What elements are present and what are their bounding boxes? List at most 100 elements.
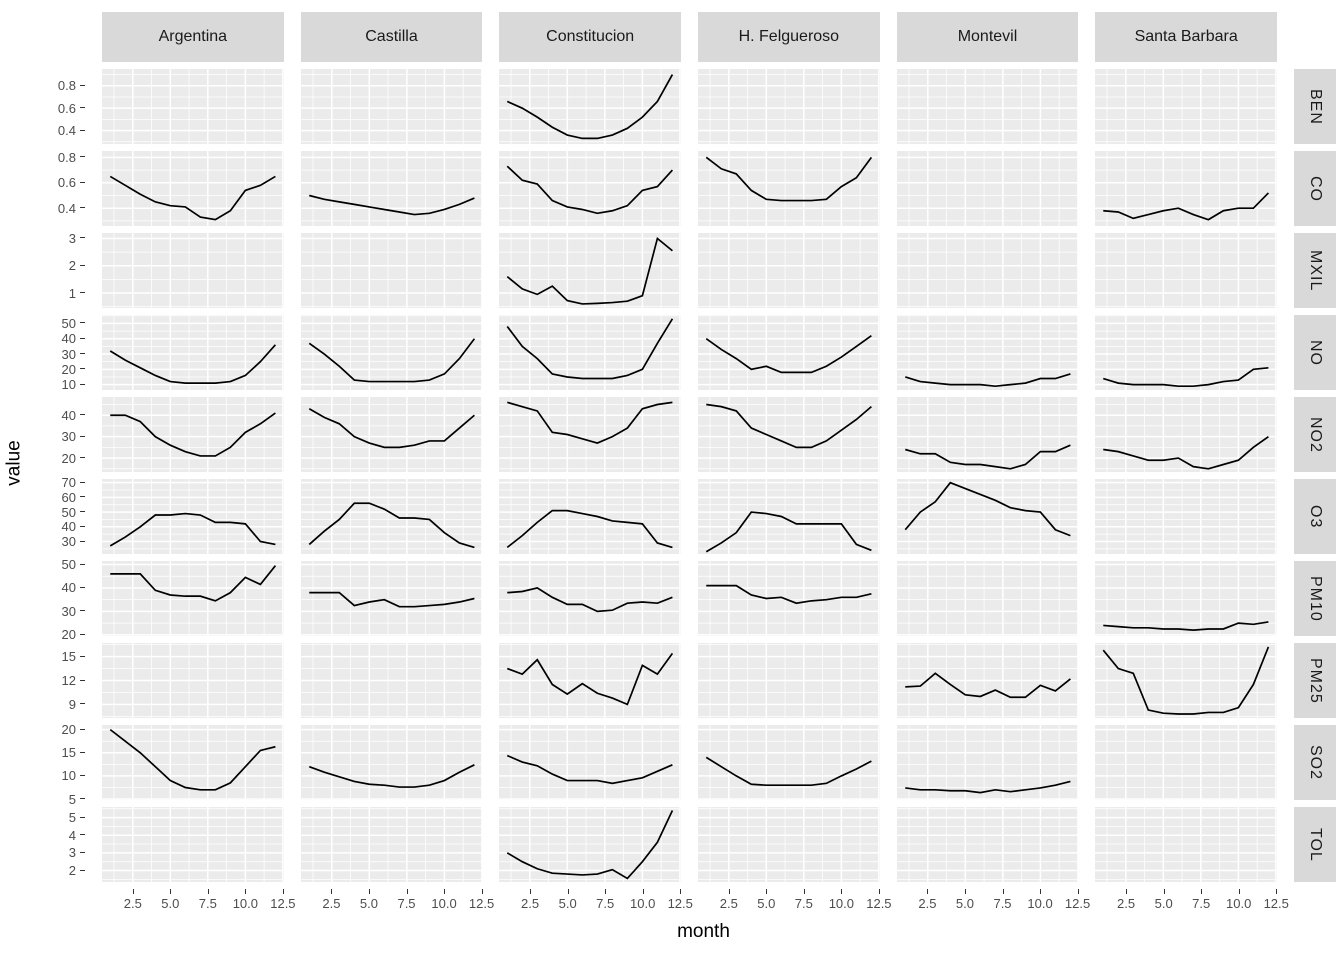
data-line xyxy=(508,811,673,879)
y-tick-mark xyxy=(80,353,85,355)
panel-so2-castilla xyxy=(300,725,483,800)
x-tick-label: 7.5 xyxy=(596,896,615,911)
x-tick-mark xyxy=(1126,889,1128,894)
y-tick-mark xyxy=(80,563,85,565)
panel-ben-montevil xyxy=(896,69,1079,144)
y-tick-label: 60 xyxy=(61,489,76,505)
x-tick-label: 2.5 xyxy=(918,896,937,911)
y-tick-label: 10 xyxy=(61,377,76,393)
y-tick-label: 2 xyxy=(68,258,76,274)
facet-col-strip-constitucion: Constitucion xyxy=(499,12,681,62)
x-tick-mark xyxy=(605,889,607,894)
y-tick-label: 0.4 xyxy=(57,123,76,139)
panel-ben-santa-barbara xyxy=(1095,69,1277,144)
panel-o3-constitucion xyxy=(499,479,681,554)
y-tick-mark xyxy=(80,851,85,853)
data-line xyxy=(706,157,871,200)
y-tick-label: 3 xyxy=(68,845,76,861)
panel-pm10-santa-barbara xyxy=(1095,561,1277,636)
x-tick-label: 10.0 xyxy=(232,896,259,911)
data-line xyxy=(905,673,1070,697)
panel-o3-h-felgueroso xyxy=(698,479,880,554)
panel-no2-montevil xyxy=(896,397,1079,472)
x-tick-label: 5.0 xyxy=(558,896,577,911)
data-line xyxy=(309,409,474,448)
panel-pm25-constitucion xyxy=(499,643,681,718)
x-axis-castilla: 2.5 5.0 7.5 10.0 12.5 xyxy=(301,889,494,913)
x-tick-label: 12.5 xyxy=(866,896,892,911)
y-tick-label: 0.8 xyxy=(57,78,76,94)
x-tick-mark xyxy=(1163,889,1165,894)
y-tick-mark xyxy=(80,237,85,239)
y-tick-label: 15 xyxy=(61,649,76,665)
facet-col-strip-argentina: Argentina xyxy=(102,12,284,62)
y-tick-mark xyxy=(80,816,85,818)
panel-tol-santa-barbara xyxy=(1095,807,1277,882)
panel-pm10-constitucion xyxy=(499,561,681,636)
data-line xyxy=(508,75,673,139)
panel-o3-argentina xyxy=(102,479,284,554)
panel-pm25-santa-barbara xyxy=(1095,643,1277,718)
y-tick-mark xyxy=(80,869,85,871)
y-tick-label: 4 xyxy=(68,827,76,843)
x-tick-label: 7.5 xyxy=(794,896,813,911)
x-tick-label: 7.5 xyxy=(397,896,416,911)
facet-row-strip-co: CO xyxy=(1294,151,1336,226)
facet-row-strip-no2: NO2 xyxy=(1294,397,1336,472)
panel-no-castilla xyxy=(300,315,483,390)
data-line xyxy=(309,339,474,382)
x-tick-mark xyxy=(803,889,805,894)
y-tick-label: 40 xyxy=(61,331,76,347)
panel-mxil-santa-barbara xyxy=(1095,233,1277,308)
x-tick-label: 12.5 xyxy=(667,896,693,911)
panel-pm10-argentina xyxy=(102,561,284,636)
panel-mxil-constitucion xyxy=(499,233,681,308)
panel-tol-montevil xyxy=(896,807,1079,882)
y-tick-label: 0.6 xyxy=(57,100,76,116)
data-line xyxy=(508,166,673,213)
y-tick-label: 50 xyxy=(61,557,76,573)
panel-ben-constitucion xyxy=(499,69,681,144)
y-tick-mark xyxy=(80,129,85,131)
data-line xyxy=(508,402,673,443)
panel-mxil-castilla xyxy=(300,233,483,308)
data-line xyxy=(905,374,1070,386)
panel-pm10-castilla xyxy=(300,561,483,636)
facet-row-strip-mxil: MXIL xyxy=(1294,233,1336,308)
y-tick-label: 20 xyxy=(61,722,76,738)
x-tick-label: 5.0 xyxy=(955,896,975,911)
panel-no-montevil xyxy=(896,315,1079,390)
data-line xyxy=(110,176,275,219)
panel-no-h-felgueroso xyxy=(698,315,880,390)
y-tick-mark xyxy=(80,728,85,730)
panel-pm10-h-felgueroso xyxy=(698,561,880,636)
data-line xyxy=(706,586,871,604)
facet-col-strip-santa-barbara: Santa Barbara xyxy=(1095,12,1277,62)
y-tick-mark xyxy=(80,322,85,324)
data-line xyxy=(309,195,474,214)
panel-tol-castilla xyxy=(300,807,483,882)
data-line xyxy=(110,345,275,383)
x-tick-mark xyxy=(927,889,929,894)
facet-row-strip-tol: TOL xyxy=(1294,807,1336,882)
panel-no2-argentina xyxy=(102,397,284,472)
panel-o3-castilla xyxy=(300,479,483,554)
data-line xyxy=(1104,368,1269,386)
y-tick-label: 20 xyxy=(61,450,76,466)
y-axis-pm10: 20 30 40 50 xyxy=(28,557,85,641)
data-line xyxy=(1104,622,1269,630)
y-tick-mark xyxy=(80,525,85,527)
y-tick-label: 20 xyxy=(61,361,76,377)
y-axis-no: 10 20 30 40 50 xyxy=(28,315,85,393)
facet-row-strip-so2: SO2 xyxy=(1294,725,1336,800)
y-tick-mark xyxy=(80,496,85,498)
data-line xyxy=(905,483,1070,536)
data-line xyxy=(1104,193,1269,220)
y-tick-mark xyxy=(80,337,85,339)
x-tick-mark xyxy=(841,889,843,894)
data-line xyxy=(905,445,1070,469)
x-tick-label: 2.5 xyxy=(719,896,738,911)
y-axis-no2: 20 30 40 xyxy=(28,397,85,472)
data-line xyxy=(508,653,673,704)
bottom-left-spacer xyxy=(28,889,85,913)
